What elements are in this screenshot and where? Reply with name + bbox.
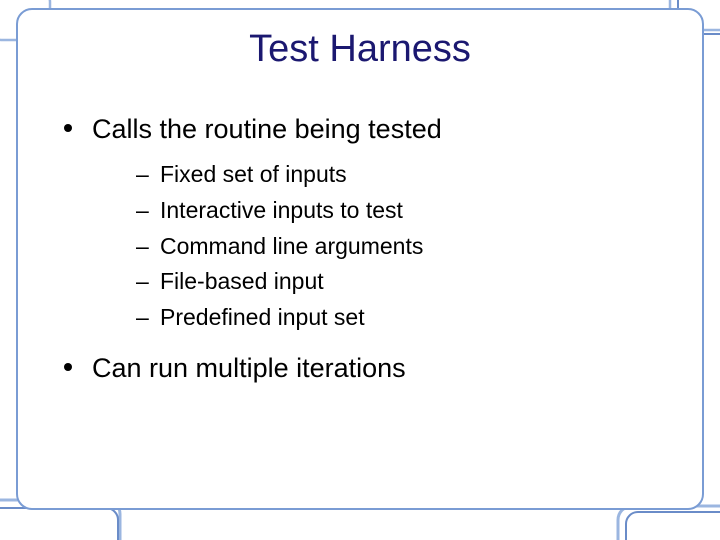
slide-content: Test Harness Calls the routine being tes… xyxy=(40,28,680,398)
sub-list: Fixed set of inputs Interactive inputs t… xyxy=(92,157,680,335)
sub-item: Fixed set of inputs xyxy=(136,157,680,193)
sub-item: Interactive inputs to test xyxy=(136,193,680,229)
bullet-text: Calls the routine being tested xyxy=(92,114,442,144)
sub-item: Predefined input set xyxy=(136,300,680,336)
sub-item: File-based input xyxy=(136,264,680,300)
sub-item: Command line arguments xyxy=(136,229,680,265)
bullet-item: Calls the routine being tested Fixed set… xyxy=(64,111,680,336)
bullet-text: Can run multiple iterations xyxy=(92,353,406,383)
slide-title: Test Harness xyxy=(40,28,680,71)
bullet-item: Can run multiple iterations xyxy=(64,350,680,386)
bullet-list: Calls the routine being tested Fixed set… xyxy=(40,111,680,386)
